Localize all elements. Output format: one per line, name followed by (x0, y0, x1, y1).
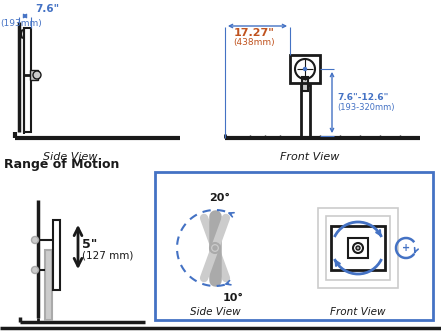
Text: +: + (402, 243, 410, 253)
Text: 5": 5" (82, 237, 97, 250)
Text: Side View: Side View (43, 152, 97, 162)
Circle shape (356, 246, 360, 250)
Bar (30, 70, 38, 80)
Bar (348, 238, 368, 258)
Bar (302, 77, 308, 91)
Circle shape (353, 243, 363, 253)
Bar (24, 28, 31, 132)
Bar (45, 250, 52, 320)
Text: (438mm): (438mm) (233, 38, 275, 47)
Bar (331, 226, 385, 270)
Bar (155, 172, 433, 320)
Bar (53, 220, 60, 290)
Circle shape (31, 267, 38, 274)
Text: Front View: Front View (280, 152, 340, 162)
Text: 10°: 10° (223, 293, 243, 303)
Text: 7.6"-12.6": 7.6"-12.6" (337, 93, 389, 102)
Circle shape (31, 236, 38, 243)
Bar (301, 85, 310, 138)
Circle shape (303, 67, 306, 70)
Text: Front View: Front View (330, 307, 386, 317)
Circle shape (210, 243, 220, 253)
Bar (290, 55, 320, 83)
Text: (127 mm): (127 mm) (82, 250, 133, 260)
Circle shape (213, 246, 217, 250)
Text: 7.6": 7.6" (35, 4, 59, 14)
Text: Range of Motion: Range of Motion (4, 158, 120, 171)
Text: (193-320mm): (193-320mm) (337, 103, 395, 112)
Text: 20°: 20° (209, 193, 231, 203)
Bar (326, 216, 390, 280)
Text: (193mm): (193mm) (0, 19, 42, 28)
Text: Side View: Side View (190, 307, 240, 317)
Circle shape (33, 71, 41, 79)
Bar (318, 208, 398, 288)
Text: 17.27": 17.27" (234, 28, 274, 38)
